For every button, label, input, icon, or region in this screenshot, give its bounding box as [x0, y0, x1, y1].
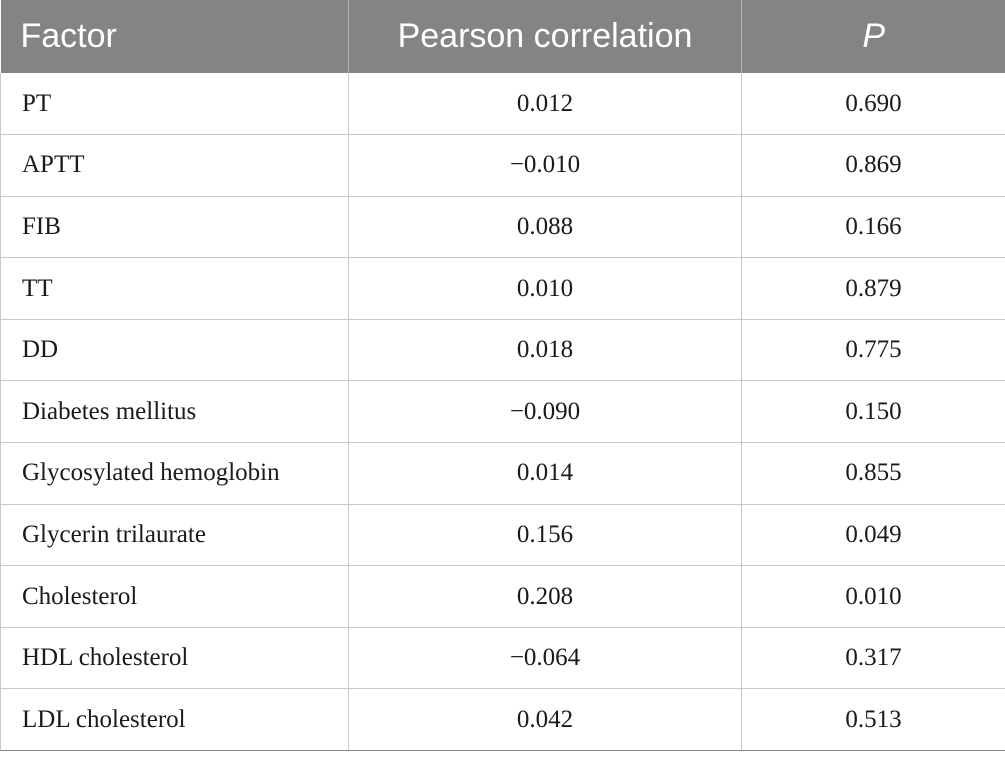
p-value-cell: 0.513 [741, 688, 1005, 752]
factor-cell: FIB [0, 196, 349, 259]
factor-cell: PT [0, 73, 349, 136]
factor-cell: Glycosylated hemoglobin [0, 442, 349, 505]
pearson-cell: 0.156 [348, 504, 742, 567]
factor-cell: Cholesterol [0, 565, 349, 628]
factor-cell: TT [0, 257, 349, 320]
table-row: Cholesterol 0.208 0.010 [0, 565, 1005, 628]
table-row: APTT −0.010 0.869 [0, 134, 1005, 197]
header-pearson-correlation: Pearson correlation [348, 0, 742, 73]
pearson-cell: 0.088 [348, 196, 742, 259]
table-row: Glycerin trilaurate 0.156 0.049 [0, 504, 1005, 567]
p-value-cell: 0.166 [741, 196, 1005, 259]
p-value-cell: 0.049 [741, 504, 1005, 567]
factor-cell: LDL cholesterol [0, 688, 349, 752]
factor-cell: DD [0, 319, 349, 382]
p-value-cell: 0.775 [741, 319, 1005, 382]
header-p-value: P [741, 0, 1005, 73]
table-header: Factor Pearson correlation P [0, 0, 1005, 73]
p-value-cell: 0.317 [741, 627, 1005, 690]
pearson-cell: −0.064 [348, 627, 742, 690]
table-row: Glycosylated hemoglobin 0.014 0.855 [0, 442, 1005, 505]
factor-cell: Diabetes mellitus [0, 380, 349, 444]
pearson-cell: 0.042 [348, 688, 742, 752]
pearson-cell: 0.012 [348, 73, 742, 136]
pearson-cell: −0.090 [348, 380, 742, 444]
factor-cell: APTT [0, 134, 349, 197]
p-value-cell: 0.150 [741, 380, 1005, 444]
header-row: Factor Pearson correlation P [0, 0, 1005, 73]
pearson-cell: 0.208 [348, 565, 742, 628]
table-body: PT 0.012 0.690 APTT −0.010 0.869 FIB 0.0… [0, 73, 1005, 752]
pearson-cell: 0.014 [348, 442, 742, 505]
table-row: TT 0.010 0.879 [0, 257, 1005, 320]
p-value-cell: 0.010 [741, 565, 1005, 628]
table-row: Diabetes mellitus −0.090 0.150 [0, 380, 1005, 444]
table-row: HDL cholesterol −0.064 0.317 [0, 627, 1005, 690]
factor-cell: HDL cholesterol [0, 627, 349, 690]
table-row: PT 0.012 0.690 [0, 73, 1005, 136]
table-row: DD 0.018 0.775 [0, 319, 1005, 382]
pearson-cell: −0.010 [348, 134, 742, 197]
pearson-cell: 0.018 [348, 319, 742, 382]
table-row: LDL cholesterol 0.042 0.513 [0, 688, 1005, 752]
table-row: FIB 0.088 0.166 [0, 196, 1005, 259]
p-value-cell: 0.869 [741, 134, 1005, 197]
header-factor: Factor [20, 17, 117, 55]
p-value-cell: 0.690 [741, 73, 1005, 136]
p-value-cell: 0.855 [741, 442, 1005, 505]
p-value-cell: 0.879 [741, 257, 1005, 320]
factor-cell: Glycerin trilaurate [0, 504, 349, 567]
pearson-cell: 0.010 [348, 257, 742, 320]
